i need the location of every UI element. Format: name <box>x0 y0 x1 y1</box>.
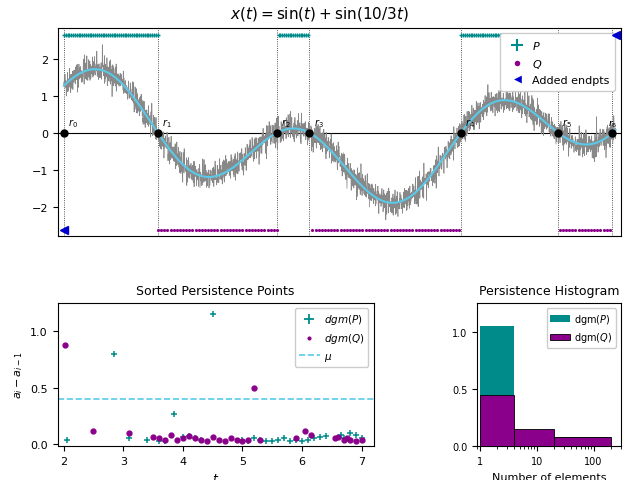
$dgm(Q)$ <box>239 438 246 444</box>
$dgm(Q)$ <box>233 437 241 443</box>
Line: $dgm(Q)$: $dgm(Q)$ <box>62 342 364 443</box>
$dgm(P)$ <box>358 436 365 442</box>
$dgm(P)$ <box>280 436 288 442</box>
$dgm(Q)$ <box>334 434 342 440</box>
$dgm(Q)$ <box>61 342 68 348</box>
X-axis label: Number of elements: Number of elements <box>492 472 606 480</box>
Line: $dgm(P)$: $dgm(P)$ <box>63 311 365 444</box>
$dgm(Q)$ <box>90 428 97 433</box>
$dgm(Q)$ <box>301 428 309 433</box>
$dgm(Q)$ <box>173 437 180 443</box>
Bar <box>514 429 554 446</box>
$dgm(P)$ <box>170 411 178 417</box>
$dgm(P)$ <box>244 438 252 444</box>
$dgm(Q)$ <box>215 437 223 443</box>
$dgm(Q)$ <box>358 437 365 443</box>
$dgm(P)$ <box>191 436 198 442</box>
Bar <box>554 437 611 446</box>
$dgm(P)$ <box>286 438 294 444</box>
$dgm(Q)$ <box>346 437 354 443</box>
$dgm(P)$ <box>322 433 330 439</box>
Legend: $dgm(P)$, $dgm(Q)$, $\mu$: $dgm(P)$, $dgm(Q)$, $\mu$ <box>294 308 369 367</box>
$dgm(Q)$ <box>221 438 228 444</box>
$dgm(Q)$ <box>155 436 163 442</box>
$dgm(Q)$ <box>197 437 205 443</box>
$dgm(P)$ <box>197 437 205 443</box>
$dgm(P)$ <box>257 437 264 443</box>
$dgm(Q)$ <box>352 438 360 444</box>
$dgm(Q)$ <box>149 434 157 440</box>
$dgm(P)$ <box>143 437 151 443</box>
$dgm(P)$ <box>161 438 169 444</box>
Title: Persistence Histogram: Persistence Histogram <box>479 285 620 298</box>
$dgm(Q)$ <box>251 385 259 391</box>
$dgm(P)$ <box>292 437 300 443</box>
Text: $x(t) = \sin(t) + \sin(10/3t)$: $x(t) = \sin(t) + \sin(10/3t)$ <box>230 5 410 23</box>
Bar <box>480 326 514 446</box>
$dgm(Q)$ <box>209 434 216 440</box>
$dgm(Q)$ <box>292 436 300 442</box>
$dgm(Q)$ <box>331 436 339 442</box>
$dgm(P)$ <box>179 434 187 440</box>
$dgm(P)$ <box>268 438 276 444</box>
$dgm(Q)$ <box>227 436 234 442</box>
$dgm(P)$ <box>316 434 324 440</box>
$dgm(P)$ <box>352 432 360 438</box>
$dgm(Q)$ <box>167 432 175 438</box>
$dgm(P)$ <box>251 436 259 442</box>
$dgm(Q)$ <box>307 432 315 438</box>
$dgm(Q)$ <box>185 433 193 439</box>
$dgm(P)$ <box>63 437 70 443</box>
$dgm(P)$ <box>340 436 348 442</box>
Title: Sorted Persistence Points: Sorted Persistence Points <box>136 285 295 298</box>
Text: $r_6$: $r_6$ <box>608 119 617 130</box>
Legend: $P$, $Q$, Added endpts: $P$, $Q$, Added endpts <box>500 35 615 92</box>
$dgm(Q)$ <box>191 436 198 442</box>
$dgm(P)$ <box>239 437 246 443</box>
Text: $r_3$: $r_3$ <box>314 117 323 130</box>
$dgm(Q)$ <box>244 437 252 443</box>
Bar <box>514 435 554 446</box>
X-axis label: $t$: $t$ <box>212 472 220 480</box>
$dgm(P)$ <box>111 351 118 357</box>
Bar <box>480 395 514 446</box>
Bar <box>554 437 611 446</box>
$dgm(P)$ <box>346 430 354 436</box>
Y-axis label: $a_i - a_{i-1}$: $a_i - a_{i-1}$ <box>13 351 25 398</box>
Text: $r_0$: $r_0$ <box>68 117 78 130</box>
$dgm(Q)$ <box>179 436 187 442</box>
$dgm(Q)$ <box>203 438 211 444</box>
$dgm(P)$ <box>155 438 163 444</box>
$dgm(P)$ <box>209 312 216 317</box>
$dgm(P)$ <box>275 437 282 443</box>
$dgm(P)$ <box>310 436 318 442</box>
$dgm(P)$ <box>337 432 345 438</box>
$dgm(P)$ <box>185 433 193 439</box>
$dgm(Q)$ <box>340 437 348 443</box>
Text: $r_4$: $r_4$ <box>465 117 475 130</box>
Text: $r_1$: $r_1$ <box>162 117 172 130</box>
$dgm(P)$ <box>298 438 306 444</box>
Text: $r_5$: $r_5$ <box>563 117 572 130</box>
Text: $r_2$: $r_2$ <box>281 117 291 130</box>
$dgm(Q)$ <box>343 436 351 442</box>
$dgm(Q)$ <box>125 430 133 436</box>
$dgm(P)$ <box>262 438 270 444</box>
Legend: $\mathrm{dgm}(P)$, $\mathrm{dgm}(Q)$: $\mathrm{dgm}(P)$, $\mathrm{dgm}(Q)$ <box>547 308 616 348</box>
$dgm(P)$ <box>304 437 312 443</box>
$\mu$ <box>0 396 8 402</box>
$dgm(Q)$ <box>257 437 264 443</box>
$dgm(P)$ <box>125 436 133 442</box>
$dgm(Q)$ <box>161 437 169 443</box>
